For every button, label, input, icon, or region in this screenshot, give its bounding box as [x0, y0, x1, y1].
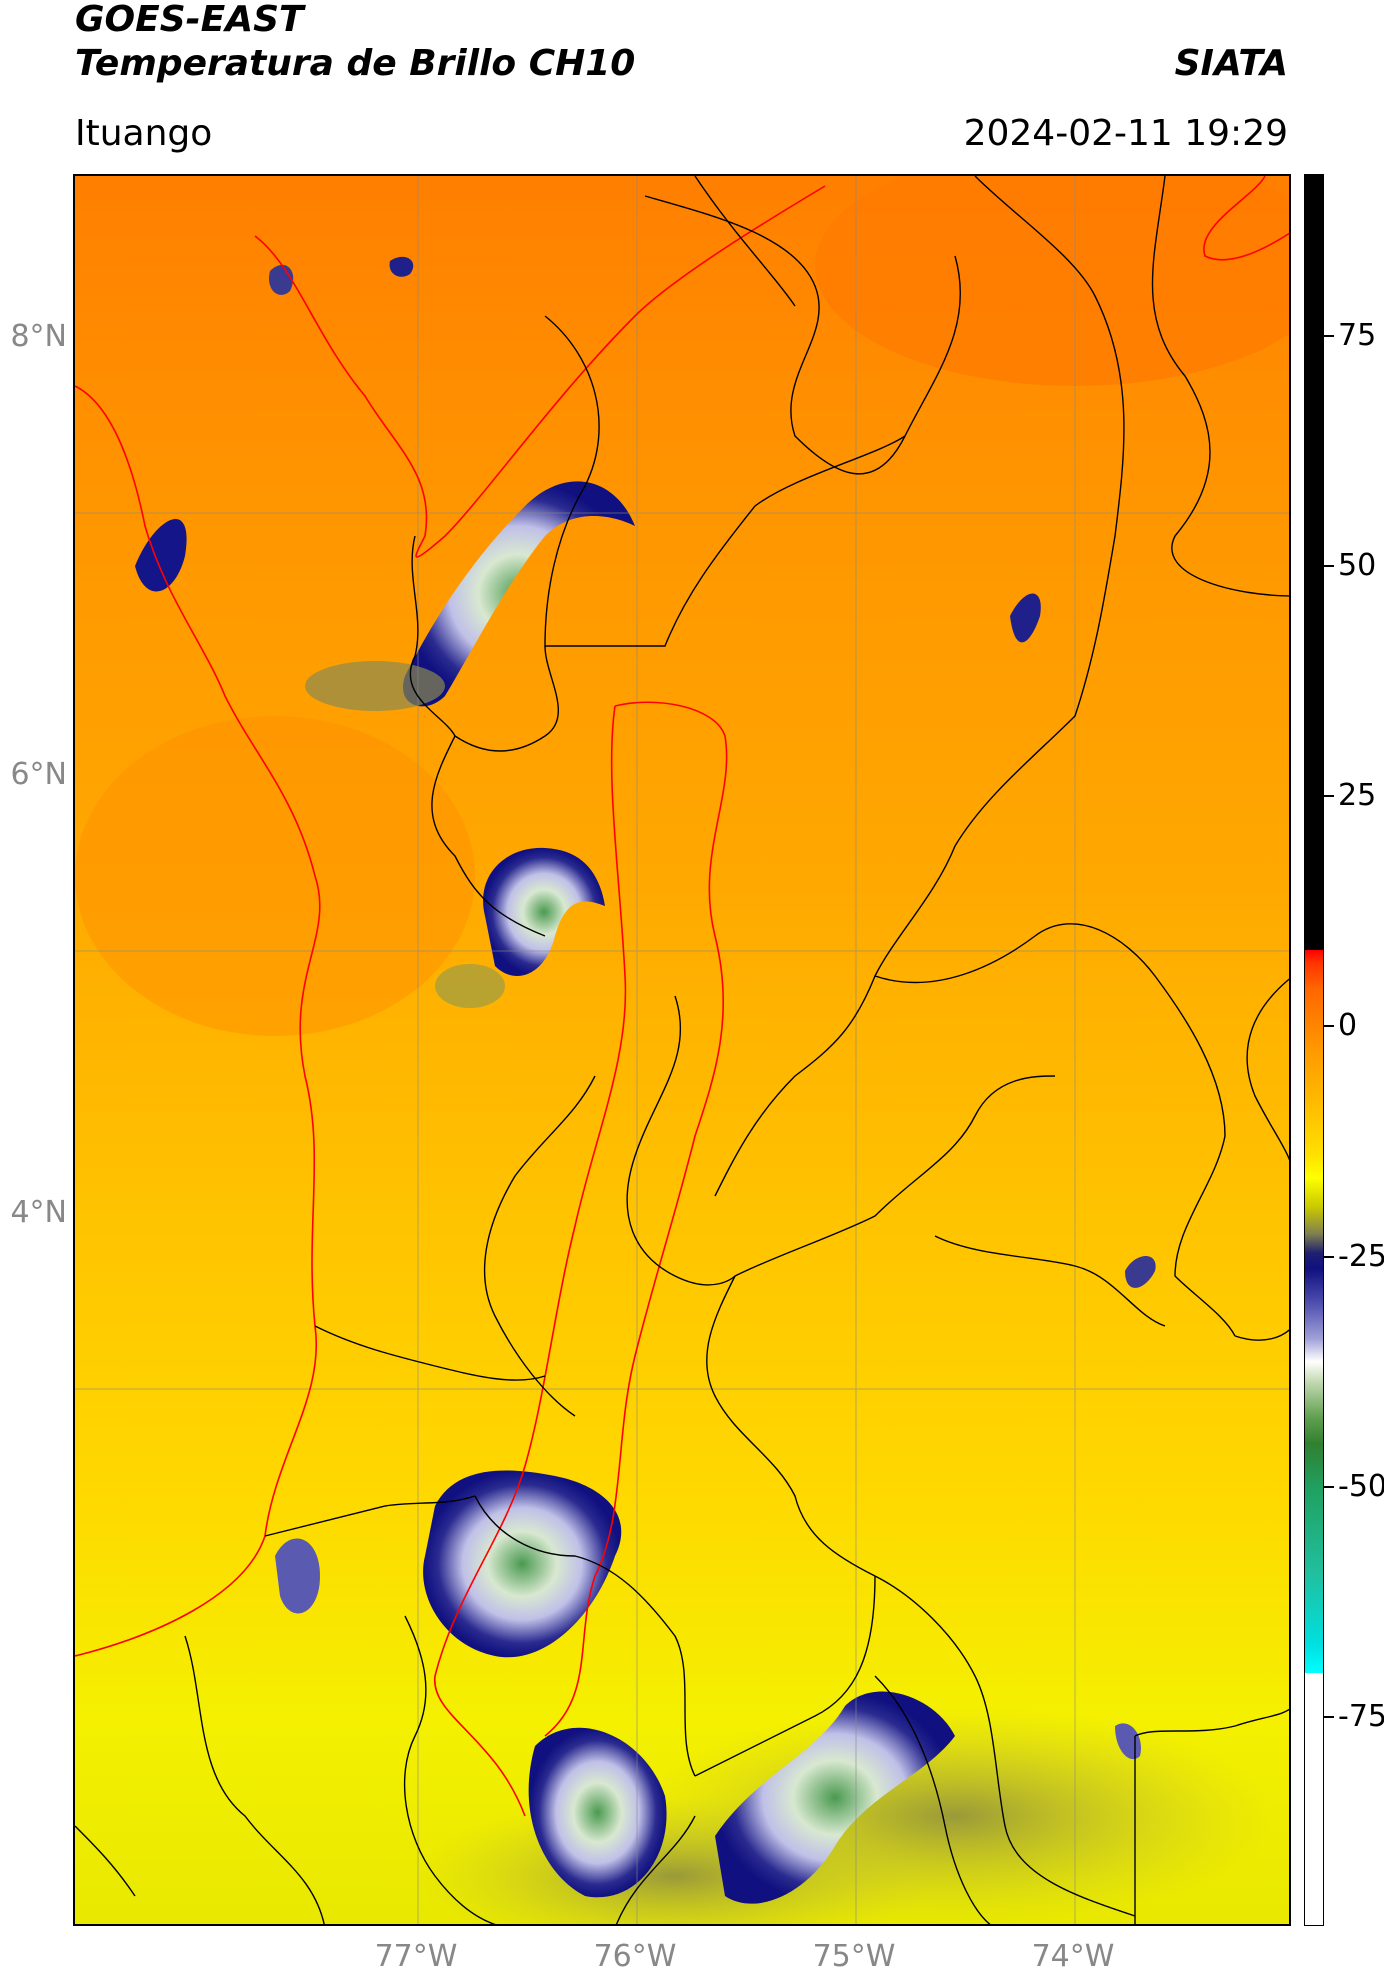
cloud-cell [389, 256, 414, 277]
colorbar [1304, 174, 1324, 1926]
colorbar-tick [1324, 795, 1334, 797]
colorbar-label-neg50: -50 [1338, 1469, 1384, 1504]
cloud-cell [528, 1727, 667, 1898]
cloud-cell [483, 847, 605, 976]
colorbar-tick [1324, 1256, 1334, 1258]
region-label: Ituango [75, 113, 213, 154]
lat-label-4n: 4°N [10, 1195, 67, 1230]
map-canvas [75, 176, 1289, 1924]
cloud-cell [135, 518, 187, 592]
cloud-cell [403, 481, 635, 707]
colorbar-tick [1324, 1486, 1334, 1488]
warm-region [815, 176, 1289, 386]
colorbar-tick [1324, 335, 1334, 337]
colorbar-tick [1324, 565, 1334, 567]
graticule [75, 176, 1289, 1924]
title-product: Temperatura de Brillo CH10 [75, 43, 636, 84]
colorbar-tick [1324, 1025, 1334, 1027]
department-borders [75, 176, 1289, 1817]
timestamp-label: 2024-02-11 19:29 [963, 113, 1288, 154]
title-satellite: GOES-EAST [75, 0, 304, 40]
lat-label-8n: 8°N [10, 319, 67, 354]
cloud-cell [1125, 1256, 1156, 1288]
colorbar-label-neg25: -25 [1338, 1239, 1384, 1274]
brand-label: SIATA [1174, 43, 1288, 84]
cloud-cell [269, 264, 294, 295]
cloud-cell [715, 1691, 955, 1904]
colorbar-label-neg75: -75 [1338, 1699, 1384, 1734]
colorbar-tick [1324, 1716, 1334, 1718]
colorbar-label-75: 75 [1338, 318, 1377, 353]
satellite-map[interactable] [73, 174, 1291, 1926]
lon-label-76w: 76°W [593, 1939, 677, 1974]
lon-label-75w: 75°W [812, 1939, 896, 1974]
colorbar-label-50: 50 [1338, 548, 1377, 583]
lon-label-74w: 74°W [1031, 1939, 1115, 1974]
map-background [75, 176, 1289, 1924]
cloud-cell [275, 1538, 320, 1614]
colorbar-label-0: 0 [1338, 1008, 1358, 1043]
cloud-cell [435, 964, 505, 1008]
cloud-systems [135, 256, 1156, 1904]
cloud-cell [423, 1470, 622, 1658]
lat-label-6n: 6°N [10, 757, 67, 792]
lon-label-77w: 77°W [374, 1939, 458, 1974]
colorbar-label-25: 25 [1338, 778, 1377, 813]
municipal-borders [75, 176, 1289, 1924]
warm-region [75, 716, 475, 1036]
cloud-cell [1010, 593, 1041, 643]
